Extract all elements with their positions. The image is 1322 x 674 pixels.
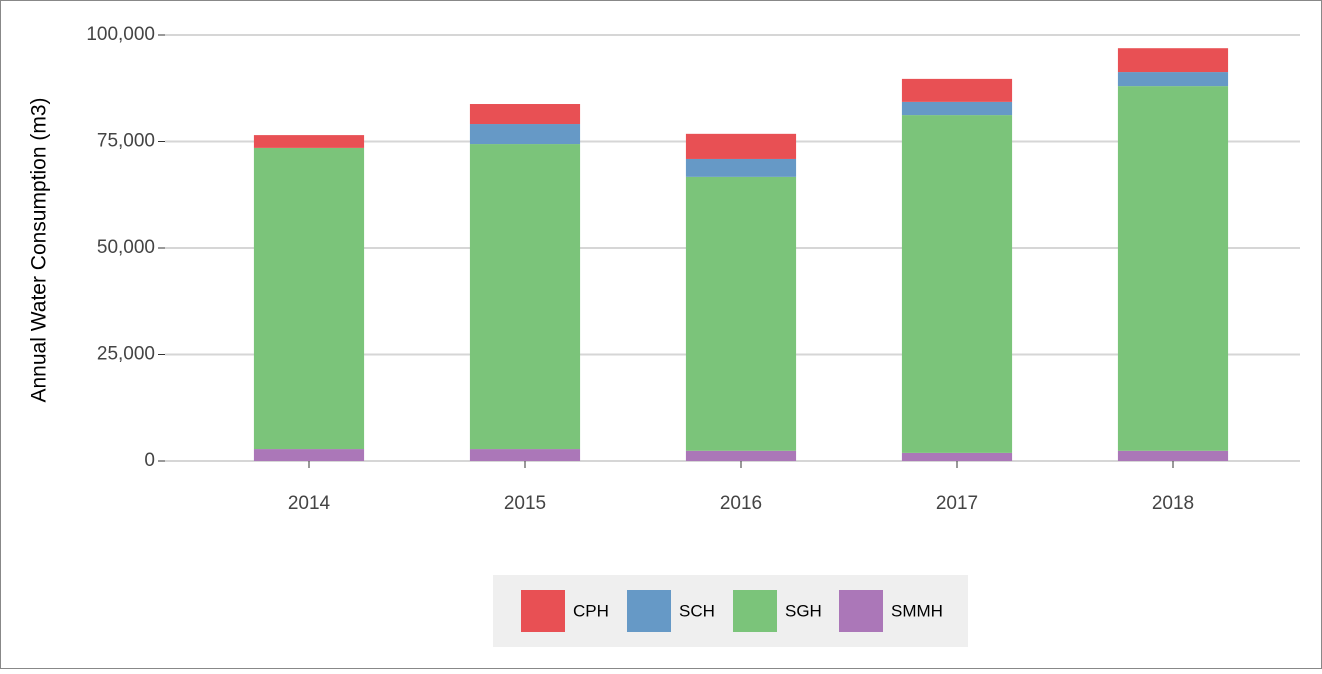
legend-swatch xyxy=(733,590,777,632)
y-tick-label: 75,000 xyxy=(97,131,155,152)
bar-segment xyxy=(1117,72,1229,87)
bar-segment xyxy=(901,452,1013,461)
y-axis-label: Annual Water Consumption (m3) xyxy=(28,97,51,402)
bar-segment xyxy=(1117,86,1229,451)
legend-label: SCH xyxy=(679,601,715,620)
bar-segment xyxy=(469,124,581,145)
x-tick-label: 2015 xyxy=(504,493,546,514)
bar-segment xyxy=(469,104,581,125)
y-tick-label: 25,000 xyxy=(97,344,155,365)
bar-segment xyxy=(253,135,365,148)
y-tick-label: 50,000 xyxy=(97,237,155,258)
bar-segment xyxy=(685,133,797,159)
bar-segment xyxy=(901,115,1013,453)
x-tick-label: 2016 xyxy=(720,493,762,514)
bar-segment xyxy=(685,158,797,177)
legend-box xyxy=(493,575,968,647)
legend-swatch xyxy=(521,590,565,632)
bar-segment xyxy=(469,144,581,450)
bar-segment xyxy=(253,449,365,461)
x-tick-label: 2018 xyxy=(1152,493,1194,514)
bar-segment xyxy=(1117,450,1229,461)
bar-segment xyxy=(901,101,1013,116)
legend-swatch xyxy=(839,590,883,632)
legend-label: SGH xyxy=(785,601,822,620)
x-tick-label: 2017 xyxy=(936,493,978,514)
legend-label: SMMH xyxy=(891,601,943,620)
bar-segment xyxy=(685,450,797,461)
legend-swatch xyxy=(627,590,671,632)
bar-segment xyxy=(685,176,797,451)
bar-segment xyxy=(1117,48,1229,73)
bar-segment xyxy=(253,147,365,450)
x-tick-label: 2014 xyxy=(288,493,331,514)
y-tick-label: 0 xyxy=(144,450,155,471)
y-tick-label: 100,000 xyxy=(86,24,155,45)
bar-segment xyxy=(901,78,1013,102)
bar-segment xyxy=(469,449,581,461)
legend-label: CPH xyxy=(573,601,609,620)
